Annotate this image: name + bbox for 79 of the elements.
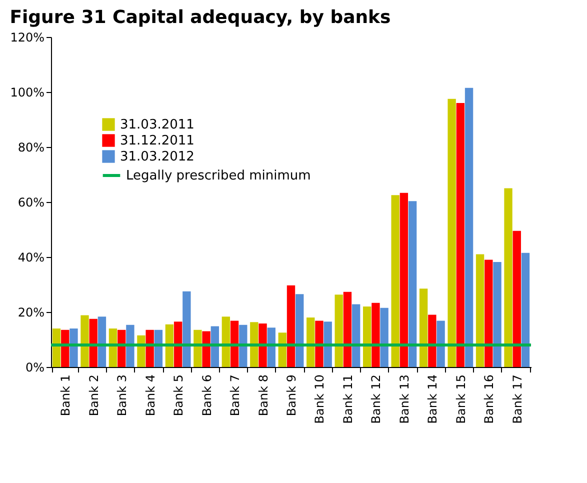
bar [52,328,61,367]
x-tick-label: Bank 11 [340,374,355,424]
bar [521,252,530,367]
bar [448,98,456,367]
bar [296,294,304,367]
bar [372,302,380,367]
x-tick-label: Bank 9 [284,374,298,416]
x-tick-label: Bank 8 [256,374,270,416]
bar [70,328,78,367]
bar [154,330,163,367]
x-tick-label: Bank 15 [454,374,468,424]
x-tick-label: Bank 6 [200,374,214,416]
bar [456,103,465,367]
bar [230,320,239,367]
bar [210,326,219,367]
bar [165,324,174,367]
bar [400,192,408,367]
bar [436,320,445,367]
bar [89,318,98,367]
bar [464,88,474,367]
bar [98,316,106,367]
bar [117,330,126,367]
bar [419,288,428,367]
bar [182,291,191,367]
bar [343,292,352,367]
x-tick-label: Bank 5 [172,374,186,416]
y-tick-label: 40% [18,250,44,264]
bar [267,328,276,367]
bar [363,306,372,367]
bar [391,195,400,367]
bar [194,330,202,367]
bar [250,322,258,367]
y-tick-label: 80% [18,140,44,154]
bar [476,254,484,367]
bar [126,324,134,367]
x-tick-label: Bank 3 [115,374,130,416]
bar [484,260,493,367]
x-tick-label: Bank 10 [312,374,327,424]
x-tick-label: Bank 17 [510,374,524,424]
x-tick-label: Bank 13 [397,374,412,424]
x-tick-label: Bank 1 [58,374,73,416]
legend-label: 31.03.2011 [120,118,194,132]
bar [286,285,296,367]
bar [108,328,118,367]
bar [408,201,417,367]
bar [146,330,154,367]
y-tick-label: 20% [18,306,44,320]
y-tick-label: 0% [25,360,44,374]
bar [324,322,332,367]
bar [428,314,436,367]
bar [334,294,343,367]
bar [493,262,502,367]
x-tick-label: Bank 4 [143,374,158,416]
chart-title: Figure 31 Capital adequacy, by banks [10,7,391,28]
y-tick-label: 120% [10,30,44,44]
legend-label: 31.12.2011 [120,134,194,148]
bar [222,316,230,367]
x-tick-label: Bank 14 [426,374,440,424]
bar [504,188,512,367]
bar [258,324,267,367]
legend-label: Legally prescribed minimum [126,168,311,184]
bar [352,304,360,367]
bar [315,320,324,367]
y-tick-label: 60% [18,196,44,210]
x-tick-label: Bank 12 [369,374,384,424]
y-tick-label: 100% [10,86,44,100]
bar [512,230,521,367]
legend-label: 31.03.2012 [120,150,194,164]
bar [278,332,286,367]
bar [174,322,182,367]
bar [80,315,89,367]
x-tick-label: Bank 7 [228,374,242,416]
bar [380,308,388,367]
x-tick-label: Bank 2 [86,374,101,416]
bar [239,324,248,367]
bar [61,330,70,367]
x-tick-label: Bank 16 [482,374,496,424]
bar [202,331,210,367]
bar [306,318,315,367]
